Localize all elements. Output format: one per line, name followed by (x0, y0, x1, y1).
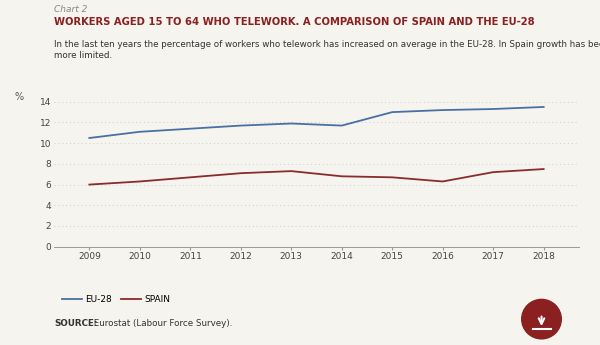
Text: In the last ten years the percentage of workers who telework has increased on av: In the last ten years the percentage of … (54, 40, 600, 60)
Legend: EU-28, SPAIN: EU-28, SPAIN (59, 291, 175, 307)
Text: WORKERS AGED 15 TO 64 WHO TELEWORK. A COMPARISON OF SPAIN AND THE EU-28: WORKERS AGED 15 TO 64 WHO TELEWORK. A CO… (54, 17, 535, 27)
Text: Chart 2: Chart 2 (54, 5, 88, 14)
Text: %: % (14, 92, 24, 102)
Circle shape (522, 299, 562, 339)
Text: Eurostat (Labour Force Survey).: Eurostat (Labour Force Survey). (91, 319, 233, 328)
Text: SOURCE:: SOURCE: (54, 319, 97, 328)
